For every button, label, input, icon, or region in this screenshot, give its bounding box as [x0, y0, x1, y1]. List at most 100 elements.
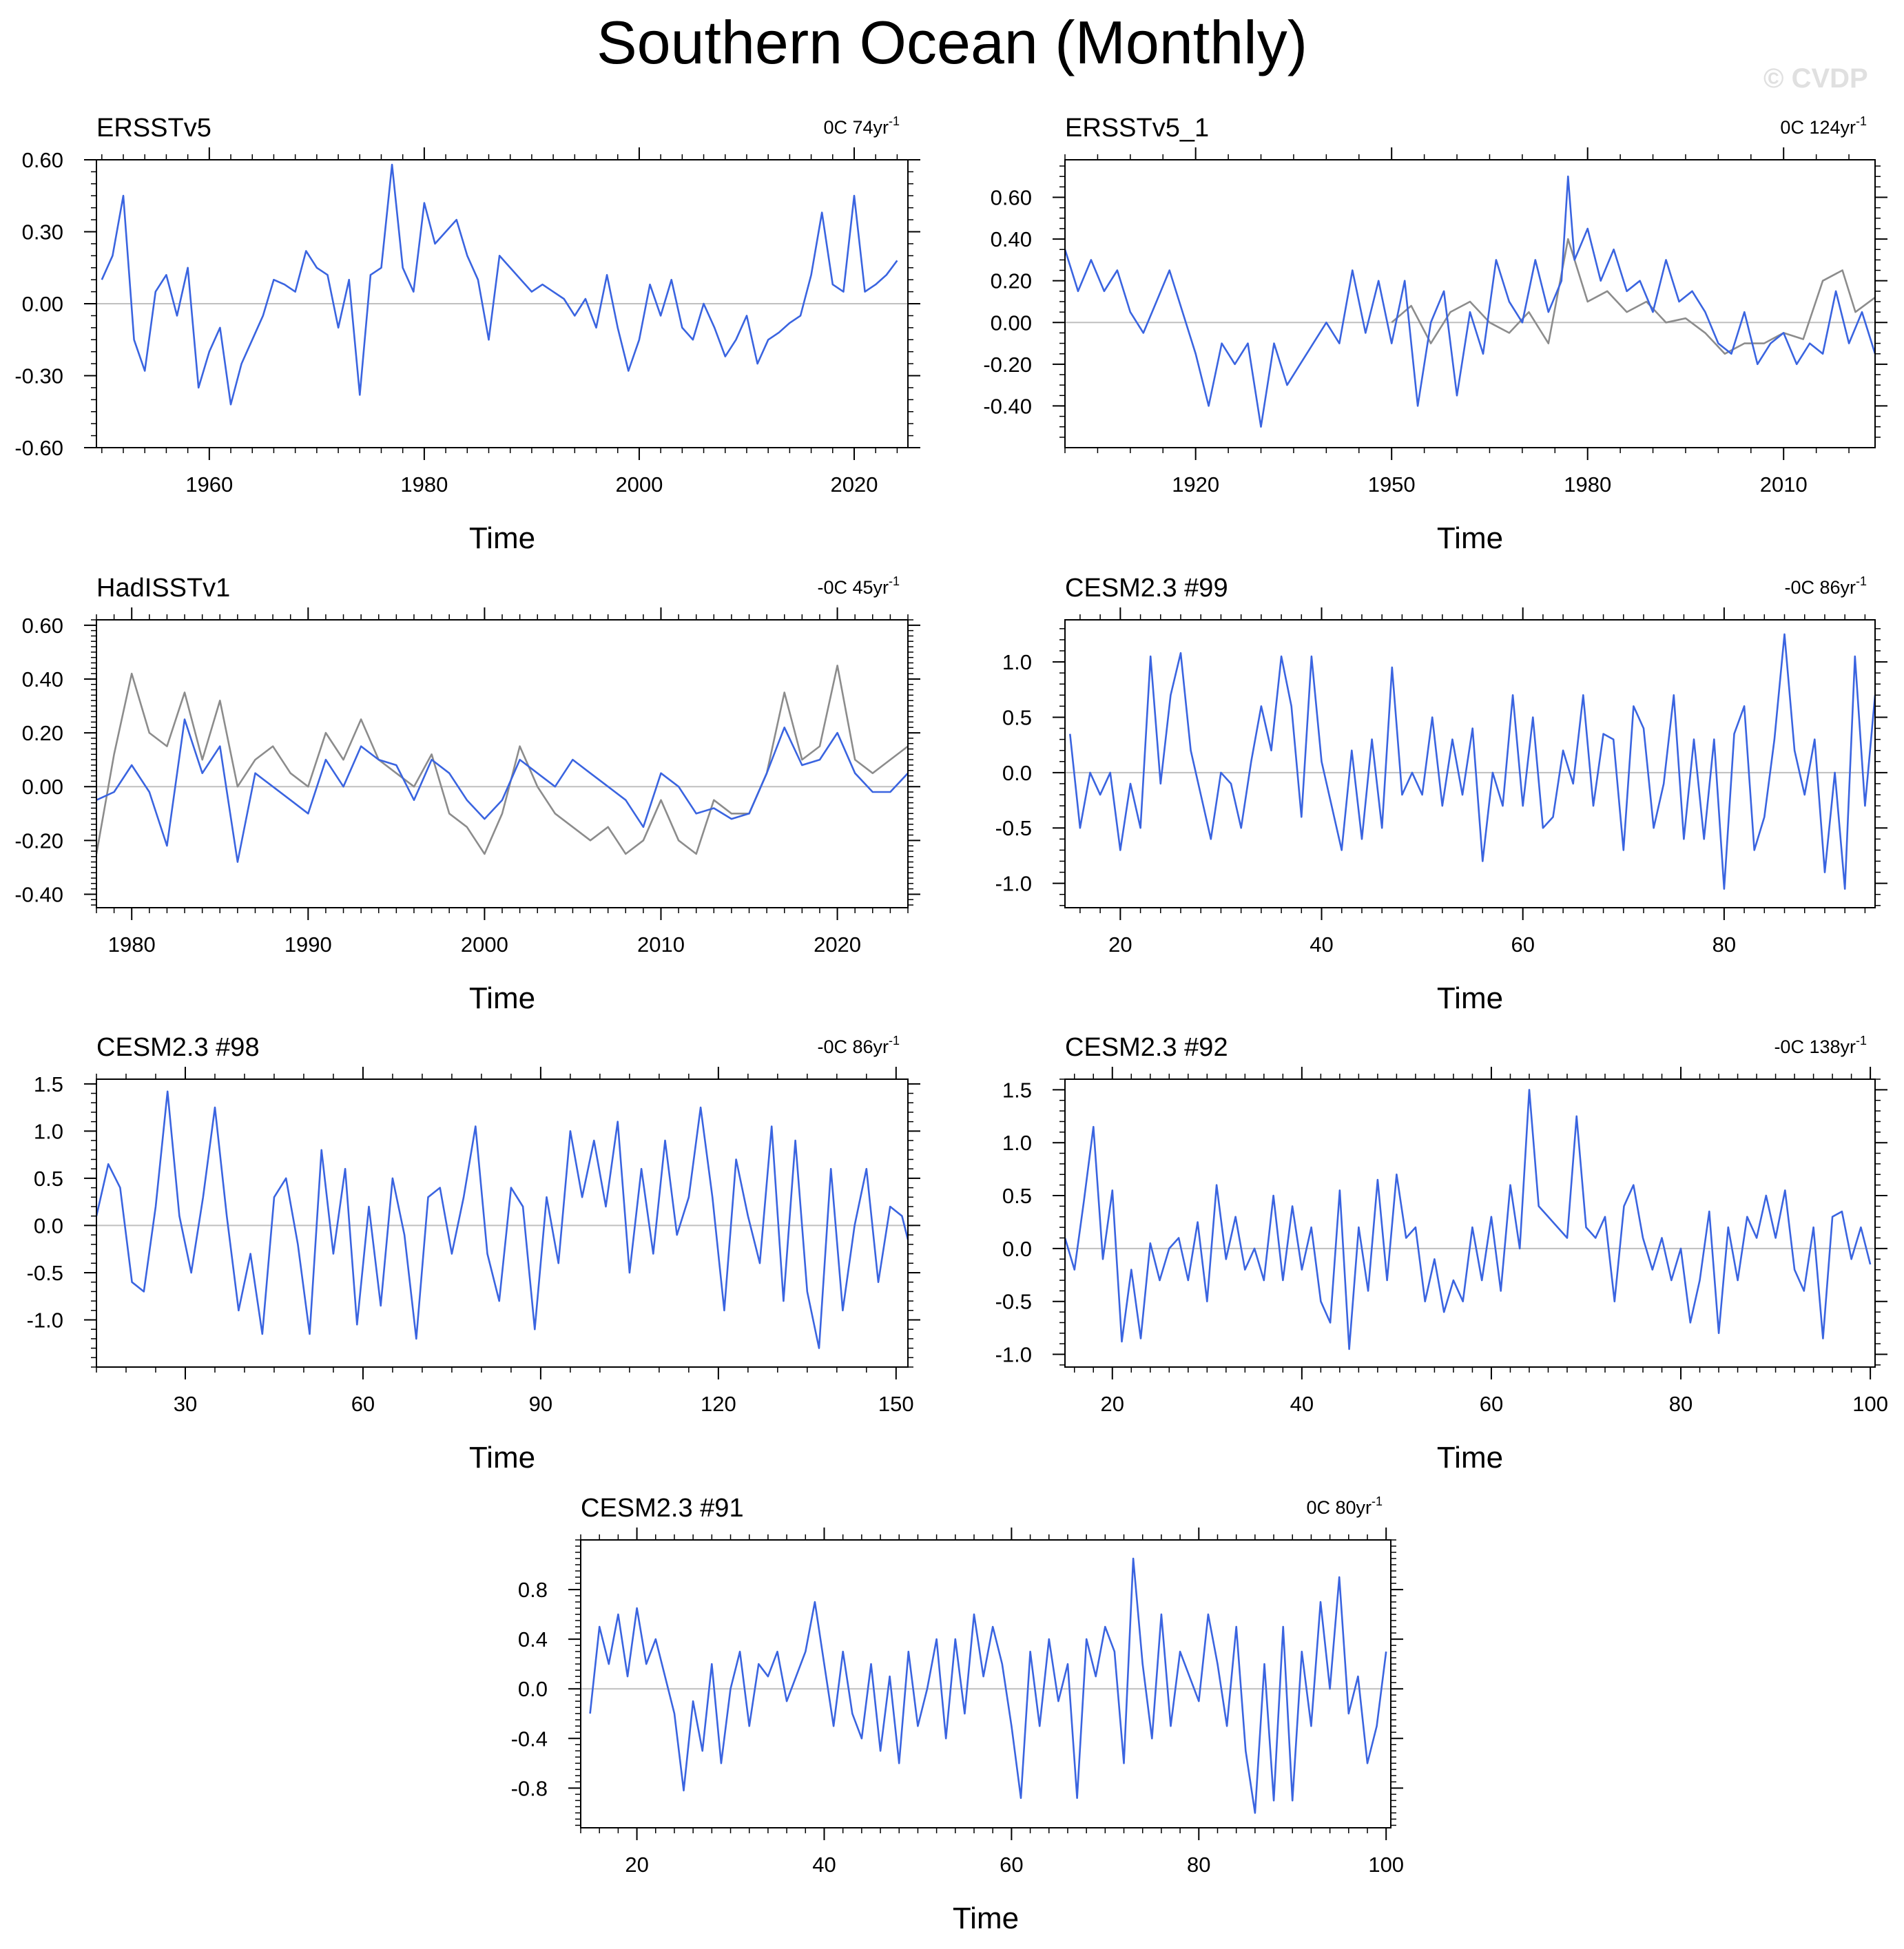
x-tick-label: 150 [878, 1392, 914, 1416]
chart-panel-5: 30 60 90 120 150 -1.0 -0.5 0.0 0.5 1.0 1.5 CESM2.3 … [27, 1033, 920, 1474]
chart-panel-4: 20 40 60 80 -1.0 -0.5 0.0 0.5 1.0 CESM2.3 #99 -0C … [995, 574, 1887, 1015]
primary-series-line [1064, 175, 1876, 428]
y-tick-label: 1.5 [1002, 1078, 1032, 1102]
primary-series-line [101, 163, 898, 406]
trend-label: -0C 86yr-1 [817, 1034, 900, 1057]
plot-frame [96, 619, 909, 908]
y-tick-label: 0.0 [1002, 1237, 1032, 1261]
y-tick-label: 0.5 [34, 1167, 63, 1191]
x-axis-label: Time [953, 1901, 1019, 1935]
trend-label: -0C 138yr-1 [1774, 1034, 1867, 1057]
primary-series-line [95, 1090, 909, 1349]
reference-series-line [1391, 238, 1876, 355]
plot-frame [1064, 159, 1876, 448]
y-tick-label: -0.30 [14, 364, 63, 388]
y-tick-label: 0.4 [518, 1627, 548, 1651]
y-tick-label: -0.40 [14, 882, 63, 906]
primary-series-line [96, 718, 909, 863]
plot-frame [1064, 619, 1876, 908]
plot-frame [1064, 1078, 1876, 1368]
x-axis-label: Time [469, 521, 535, 555]
y-tick-label: -0.5 [995, 1290, 1032, 1314]
panel-title: CESM2.3 #91 [581, 1494, 744, 1523]
x-tick-label: 2020 [814, 932, 861, 957]
y-tick-label: 0.60 [991, 186, 1032, 210]
y-tick-label: -0.4 [511, 1727, 548, 1751]
y-tick-label: 0.60 [22, 614, 63, 638]
y-tick-label: -1.0 [995, 1343, 1032, 1367]
trend-label: -0C 86yr-1 [1784, 574, 1867, 598]
y-tick-label: 0.0 [518, 1677, 548, 1701]
x-tick-label: 30 [174, 1392, 197, 1416]
y-tick-label: 0.0 [34, 1213, 63, 1238]
x-tick-label: 100 [1852, 1392, 1888, 1416]
x-tick-label: 20 [1108, 932, 1132, 957]
y-tick-label: 0.5 [1002, 705, 1032, 729]
y-tick-label: 0.5 [1002, 1184, 1032, 1208]
x-axis-label: Time [469, 1441, 535, 1474]
y-tick-label: -0.20 [983, 353, 1032, 377]
x-tick-label: 100 [1368, 1853, 1404, 1877]
x-tick-label: 1950 [1368, 472, 1416, 497]
trend-label: 0C 74yr-1 [823, 114, 900, 138]
x-tick-label: 80 [1669, 1392, 1693, 1416]
plot-frame [96, 1078, 909, 1368]
y-tick-label: -0.60 [14, 436, 63, 460]
x-axis-label: Time [469, 981, 535, 1015]
primary-series-line [1064, 1089, 1872, 1351]
y-tick-label: 1.0 [34, 1119, 63, 1143]
y-tick-label: 0.20 [22, 721, 63, 745]
y-tick-label: 0.00 [22, 292, 63, 316]
x-tick-label: 20 [1101, 1392, 1124, 1416]
y-tick-label: 0.20 [991, 269, 1032, 293]
cvdp-watermark: © CVDP [1763, 63, 1868, 94]
x-tick-label: 1980 [108, 932, 156, 957]
y-tick-label: -0.40 [983, 394, 1032, 418]
x-tick-label: 1920 [1172, 472, 1219, 497]
trend-label: 0C 80yr-1 [1306, 1494, 1383, 1518]
figure-title: Southern Ocean (Monthly) [596, 8, 1308, 76]
primary-series-line [1069, 633, 1876, 890]
y-tick-label: -0.20 [14, 828, 63, 853]
x-tick-label: 1980 [400, 472, 448, 497]
x-tick-label: 2010 [1760, 472, 1808, 497]
chart-panel-6: 20 40 60 80 100 -1.0 -0.5 0.0 0.5 1.0 1.5 CESM2.3 #… [995, 1033, 1888, 1474]
y-tick-label: 0.40 [991, 227, 1032, 251]
y-tick-label: 0.00 [991, 311, 1032, 335]
y-tick-label: 1.0 [1002, 1131, 1032, 1155]
y-tick-label: 1.5 [34, 1072, 63, 1096]
x-tick-label: 40 [1290, 1392, 1314, 1416]
x-tick-label: 60 [1000, 1853, 1023, 1877]
x-tick-label: 80 [1187, 1853, 1210, 1877]
trend-label: 0C 124yr-1 [1780, 114, 1867, 138]
reference-series-line [95, 665, 909, 855]
trend-label: -0C 45yr-1 [817, 574, 900, 598]
y-tick-label: -1.0 [995, 872, 1032, 896]
x-tick-label: 2020 [831, 472, 878, 497]
chart-panel-3: 1980 1990 2000 2010 2020 -0.40 -0.20 0.00 0.20 0.… [14, 574, 920, 1015]
y-tick-label: -0.8 [511, 1776, 548, 1800]
x-tick-label: 1990 [284, 932, 332, 957]
y-tick-label: 1.0 [1002, 650, 1032, 674]
x-axis-label: Time [1437, 981, 1503, 1015]
y-tick-label: -0.5 [995, 816, 1032, 840]
x-tick-label: 60 [1480, 1392, 1503, 1416]
x-axis-label: Time [1437, 521, 1503, 555]
primary-series-line [589, 1557, 1387, 1814]
panel-title: CESM2.3 #92 [1065, 1033, 1228, 1062]
plot-frame [580, 1539, 1391, 1828]
y-tick-label: 0.30 [22, 220, 63, 244]
y-tick-label: -1.0 [27, 1308, 63, 1332]
panel-title: CESM2.3 #99 [1065, 574, 1228, 603]
panel-title: CESM2.3 #98 [96, 1033, 260, 1062]
y-tick-label: 0.40 [22, 667, 63, 691]
x-tick-label: 60 [351, 1392, 375, 1416]
y-tick-label: 0.60 [22, 148, 63, 172]
x-tick-label: 120 [701, 1392, 736, 1416]
y-tick-label: -0.5 [27, 1261, 63, 1285]
x-tick-label: 90 [529, 1392, 552, 1416]
y-tick-label: 0.0 [1002, 761, 1032, 785]
x-tick-label: 40 [1310, 932, 1333, 957]
y-tick-label: 0.00 [22, 775, 63, 799]
